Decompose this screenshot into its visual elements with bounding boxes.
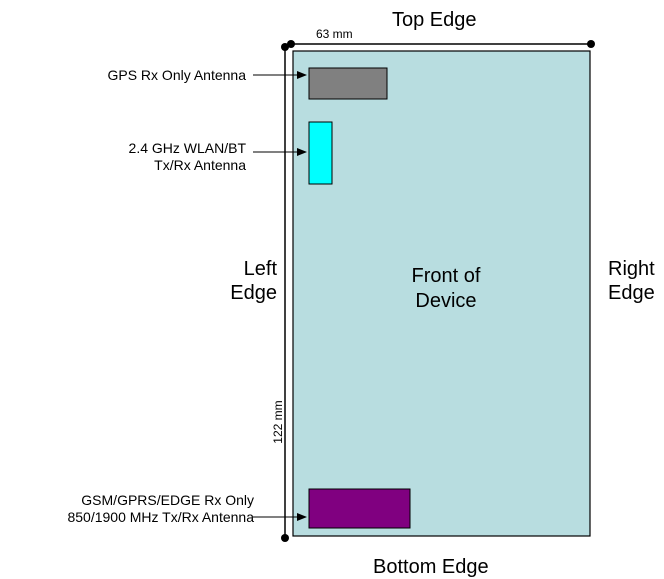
width-dimension-label: 63 mm: [316, 27, 353, 41]
gsm-antenna: [308, 488, 411, 529]
device-body: [292, 50, 591, 537]
right-edge-label: Right Edge: [608, 257, 655, 305]
wlan-antenna-label: 2.4 GHz WLAN/BT Tx/Rx Antenna: [20, 140, 246, 174]
top-edge-label: Top Edge: [392, 9, 477, 31]
height-dimension-endpoint-top: [281, 43, 289, 51]
wlan-antenna-label-line1: 2.4 GHz WLAN/BT: [128, 140, 246, 156]
width-dimension-endpoint-left: [287, 40, 295, 48]
left-edge-label-line1: Left: [243, 258, 277, 280]
height-dimension-endpoint-bottom: [281, 534, 289, 542]
device-label-line1: Front of: [411, 265, 481, 287]
width-dimension-endpoint-right: [587, 40, 595, 48]
left-edge-label-line2: Edge: [230, 282, 277, 304]
gps-antenna-label: GPS Rx Only Antenna: [20, 67, 246, 84]
wlan-antenna-label-line2: Tx/Rx Antenna: [154, 157, 246, 173]
gsm-antenna-label-line1: GSM/GPRS/EDGE Rx Only: [81, 492, 254, 508]
gsm-antenna-label: GSM/GPRS/EDGE Rx Only 850/1900 MHz Tx/Rx…: [20, 492, 254, 526]
left-edge-label: Left Edge: [216, 257, 277, 305]
right-edge-label-line2: Edge: [608, 282, 655, 304]
gps-antenna-label-line1: GPS Rx Only Antenna: [107, 67, 246, 83]
right-edge-label-line1: Right: [608, 258, 655, 280]
wlan-bt-antenna: [308, 121, 333, 185]
device-label: Front of Device: [366, 264, 526, 314]
device-label-line2: Device: [415, 290, 477, 312]
gsm-antenna-label-line2: 850/1900 MHz Tx/Rx Antenna: [67, 509, 254, 525]
gps-antenna: [308, 67, 388, 100]
bottom-edge-label: Bottom Edge: [373, 556, 489, 578]
height-dimension-label: 122 mm: [271, 400, 285, 444]
